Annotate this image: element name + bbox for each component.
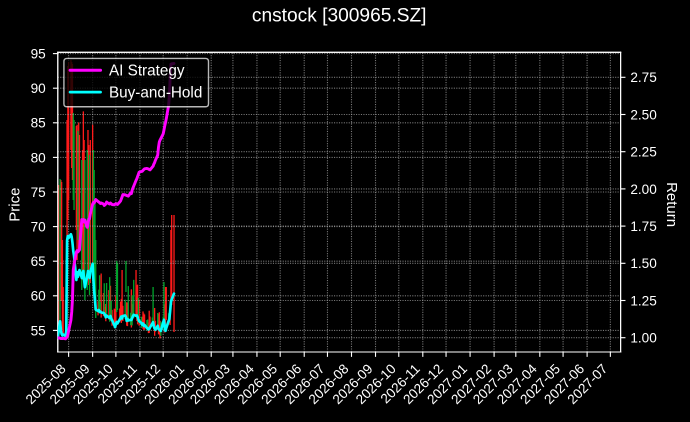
svg-text:2.50: 2.50: [630, 107, 657, 122]
svg-text:75: 75: [31, 185, 46, 200]
svg-text:65: 65: [31, 254, 46, 269]
svg-text:2.00: 2.00: [630, 182, 657, 197]
svg-text:AI Strategy: AI Strategy: [109, 63, 185, 80]
svg-text:1.25: 1.25: [630, 293, 656, 308]
svg-text:90: 90: [31, 81, 47, 96]
svg-text:2.25: 2.25: [630, 145, 656, 160]
svg-text:60: 60: [31, 289, 47, 304]
svg-text:cnstock [300965.SZ]: cnstock [300965.SZ]: [252, 6, 427, 27]
svg-text:95: 95: [31, 47, 46, 62]
svg-text:Return: Return: [663, 182, 680, 227]
svg-text:80: 80: [31, 150, 47, 165]
svg-text:70: 70: [31, 220, 47, 235]
svg-text:Buy-and-Hold: Buy-and-Hold: [109, 84, 202, 101]
svg-text:55: 55: [31, 323, 46, 338]
svg-text:1.50: 1.50: [630, 256, 657, 271]
svg-text:Price: Price: [6, 188, 23, 222]
svg-text:1.00: 1.00: [630, 331, 657, 346]
svg-text:85: 85: [31, 116, 46, 131]
svg-text:2.75: 2.75: [630, 70, 656, 85]
svg-text:1.75: 1.75: [630, 219, 656, 234]
